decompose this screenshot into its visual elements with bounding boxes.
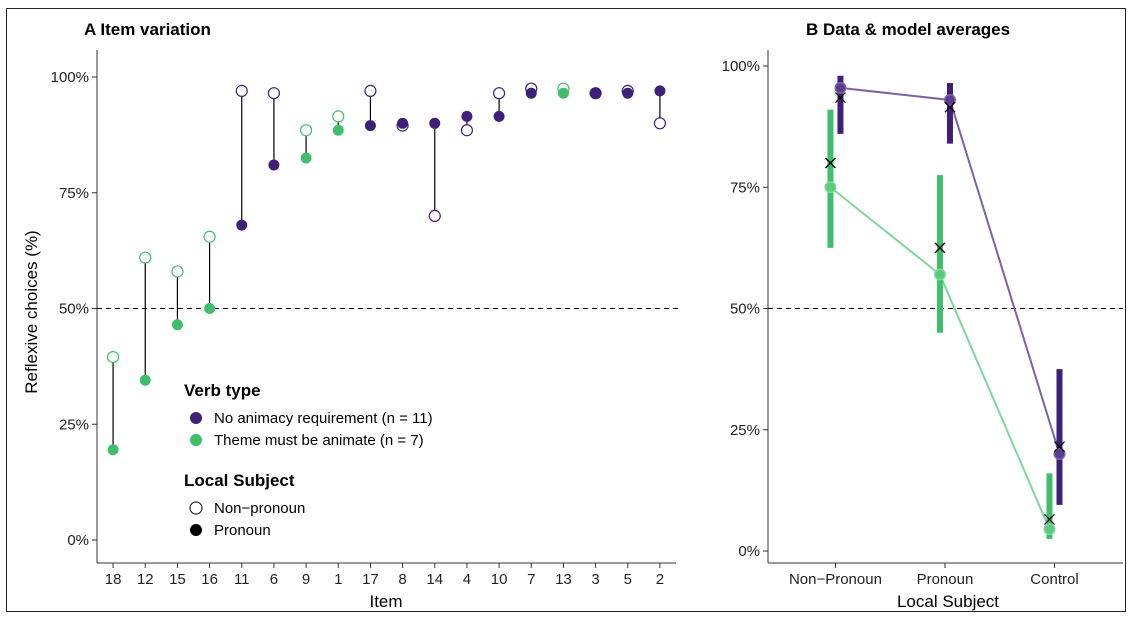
panel-b-data-mean-core [1054,449,1064,459]
panel-a-non-pronoun-point [299,124,313,137]
panel-b-marks [824,75,1066,539]
panel-a-x-tick-label: 17 [362,571,379,588]
panel-b-model-mark [934,242,946,254]
panel-b-data-mean-core [835,83,845,93]
panel-b-x-tick-label: Control [1030,571,1078,588]
panel-b-y-tick-label: 0% [738,543,760,560]
panel-a-y-tick-label: 75% [59,185,89,202]
panel-a-non-pronoun-point [106,351,120,364]
panel-b-x-axis-title: Local Subject [897,592,999,611]
panel-a-pronoun-point [461,110,473,122]
panel-b-y-tick-label: 50% [730,301,760,318]
panel-a-axes: 0% 25% 50% 75% 100% 18 12 15 16 11 6 9 1 17 8 14 4 10 7 13 3… [51,50,678,588]
panel-a-x-tick-label: 2 [656,571,664,588]
panel-a-y-tick-label: 0% [67,532,89,549]
legend-subject-title: Local Subject [184,471,295,490]
panel-a-x-axis-title: Item [369,592,402,611]
panel-a-x-tick-label: 18 [105,571,122,588]
panel-a-y-tick-label: 25% [59,416,89,433]
panel-a-pronoun-point [268,159,280,171]
panel-a-x-tick-label: 5 [624,571,632,588]
panel-a-pronoun-point [107,444,119,456]
panel-a-x-tick-label: 11 [234,571,250,588]
panel-b-data-mean-core [825,182,835,192]
panel-a-x-tick-label: 9 [302,571,310,588]
panel-a-x-tick-label: 12 [137,571,154,588]
legend-animate-marker [190,434,202,446]
legend-non-pronoun-marker [189,501,203,515]
panel-a-non-pronoun-point [428,209,441,222]
panel-a-pronoun-point [204,303,216,314]
legend-verb-title: Verb type [184,381,261,400]
panel-b-data-mean-core [1044,524,1054,534]
panel-a-pronoun-point [332,124,344,136]
panel-b-model-mark [944,101,956,113]
legend-non-pronoun-label: Non−pronoun [214,500,305,517]
panel-b-model-mark [824,157,836,169]
panel-b-axes: 0% 25% 50% 75% 100% Non−Pronoun Pronoun Control [722,50,1123,588]
panel-b-y-tick-label: 75% [730,179,760,196]
panel-a-pronoun-point [139,374,151,386]
panel-a-non-pronoun-point [492,87,506,100]
panel-a-x-tick-label: 3 [591,571,599,588]
panel-a-pronoun-point [493,110,505,122]
panel-a-pronoun-point [236,219,248,231]
panel-a-x-tick-label: 10 [491,571,508,588]
panel-b-x-tick-label: Non−Pronoun [789,571,882,588]
panel-b-data-mean-core [935,270,945,280]
panel-a-pronoun-point [525,87,537,99]
panel-a-x-tick-label: 6 [270,571,278,588]
panel-b-title: B Data & model averages [806,20,1010,39]
panel-a-y-tick-label: 50% [59,301,89,318]
panel-a-pronoun-point [364,120,376,132]
panel-a-non-pronoun-point [332,110,345,123]
panel-a-y-axis-title: Reflexive choices (%) [22,230,41,393]
legend-pronoun-label: Pronoun [214,522,271,539]
panel-b-model-mark [834,92,846,103]
panel-a-pronoun-point [171,319,183,331]
panel-a-x-tick-label: 8 [398,571,406,588]
panel-a-title: A Item variation [84,20,211,39]
legend: Verb type No animacy requirement (n = 11… [184,381,433,539]
panel-b-y-tick-label: 25% [730,422,760,439]
panel-a-x-tick-label: 4 [463,571,471,588]
panel-a-x-tick-label: 14 [426,571,443,588]
legend-animate-label: Theme must be animate (n = 7) [214,432,424,449]
panel-a-non-pronoun-point [139,251,152,264]
panel-a-pronoun-point [654,85,666,97]
panel-b-y-tick-label: 100% [722,58,760,75]
legend-no-animacy-marker [190,412,202,424]
panel-b-data-mean-core [945,95,955,105]
panel-b-model-mark [1054,441,1065,453]
panel-b-x-tick-label: Pronoun [917,571,974,588]
panel-a-non-pronoun-point [460,124,474,137]
panel-a-non-pronoun-point [171,265,184,278]
panel-a-non-pronoun-point [267,87,281,100]
panel-a-non-pronoun-point [235,84,248,97]
panel-a-x-tick-label: 7 [527,571,535,588]
panel-a-non-pronoun-point [203,230,216,243]
panel-a-pronoun-point [300,152,312,164]
panel-a-x-tick-label: 13 [555,571,572,588]
panel-a-x-tick-label: 1 [334,571,342,588]
panel-b-model-mark [1044,514,1055,525]
panel-a-pronoun-point [397,117,409,129]
panel-a-non-pronoun-point [364,84,377,97]
panel-a-x-tick-label: 16 [201,571,218,588]
legend-no-animacy-label: No animacy requirement (n = 11) [214,410,433,427]
panel-a-non-pronoun-point [653,117,667,130]
panel-a-pronoun-point [429,117,441,129]
legend-pronoun-marker [190,524,202,536]
panel-a-y-tick-label: 100% [51,69,89,86]
panel-a-pronoun-point [590,87,602,99]
figure-frame [6,8,1126,612]
panel-a-x-tick-label: 15 [169,571,186,588]
panel-a-points [106,82,667,456]
panel-a-pronoun-point [622,87,634,99]
panel-a-pronoun-point [557,87,569,99]
